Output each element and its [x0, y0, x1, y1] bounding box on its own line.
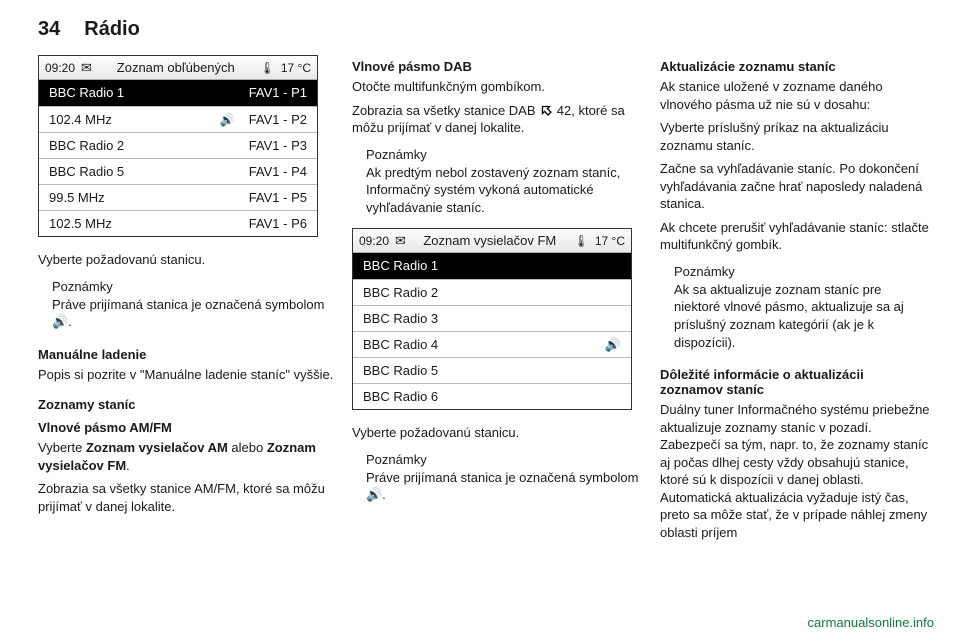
paragraph: Duálny tuner Informačného systému priebe…: [660, 401, 930, 541]
paragraph: Vyberte príslušný príkaz na aktualizáciu…: [660, 119, 930, 154]
list-item[interactable]: BBC Radio 1 FAV1 - P1: [39, 80, 317, 106]
channel-label: FAV1 - P4: [249, 159, 307, 185]
text-run: Vyberte: [38, 440, 86, 455]
mail-icon: ✉: [395, 233, 406, 249]
note-block: Poznámky Práve prijímaná stanica je ozna…: [352, 452, 642, 504]
subheading: Vlnové pásmo DAB: [352, 59, 642, 74]
paragraph: Zobrazia sa všetky stanice AM/FM, ktoré …: [38, 480, 334, 515]
channel-label: FAV1 - P5: [249, 185, 307, 211]
station-label: BBC Radio 6: [363, 384, 621, 410]
channel-label: FAV1 - P2: [249, 107, 307, 133]
note-body: Práve prijímaná stanica je označená symb…: [366, 469, 642, 504]
list-item[interactable]: BBC Radio 2 FAV1 - P3: [39, 132, 317, 158]
paragraph: Popis si pozrite v "Manuálne ladenie sta…: [38, 366, 334, 384]
note-block: Poznámky Ak predtým nebol zostavený zozn…: [352, 147, 642, 217]
column-1: 09:20 ✉ Zoznam obľúbených 🌡 17 °C BBC Ra…: [38, 55, 334, 551]
subheading: Vlnové pásmo AM/FM: [38, 420, 334, 435]
subheading: Dôležité informácie o aktualizácii zozna…: [660, 367, 930, 397]
note-heading: Poznámky: [366, 147, 642, 162]
list-item[interactable]: BBC Radio 5: [353, 357, 631, 383]
list-item[interactable]: 99.5 MHz FAV1 - P5: [39, 184, 317, 210]
page-header: 34 Rádio: [0, 0, 960, 55]
note-body: Práve prijímaná stanica je označená symb…: [52, 296, 334, 331]
status-temp: 17 °C: [595, 234, 625, 248]
screen-title: Zoznam obľúbených: [98, 60, 254, 75]
station-label: BBC Radio 5: [49, 159, 249, 185]
channel-label: FAV1 - P1: [249, 80, 307, 106]
subheading: Manuálne ladenie: [38, 347, 334, 362]
station-label: 102.5 MHz: [49, 211, 249, 237]
text-run: Zobrazia sa všetky stanice DAB: [352, 103, 539, 118]
speaker-icon: 🔊: [220, 107, 235, 133]
text-run: alebo: [228, 440, 267, 455]
paragraph: Začne sa vyhľadávanie staníc. Po dokonče…: [660, 160, 930, 213]
list-item[interactable]: 102.4 MHz 🔊 FAV1 - P2: [39, 106, 317, 132]
station-label: 102.4 MHz: [49, 107, 220, 133]
note-block: Poznámky Práve prijímaná stanica je ozna…: [38, 279, 334, 331]
favourites-screen: 09:20 ✉ Zoznam obľúbených 🌡 17 °C BBC Ra…: [38, 55, 318, 237]
note-heading: Poznámky: [674, 264, 930, 279]
station-label: BBC Radio 3: [363, 306, 621, 332]
channel-label: FAV1 - P3: [249, 133, 307, 159]
statusbar: 09:20 ✉ Zoznam vysielačov FM 🌡 17 °C: [353, 229, 631, 253]
station-label: 99.5 MHz: [49, 185, 249, 211]
note-body: Ak sa aktualizuje zoznam staníc pre niek…: [674, 281, 930, 351]
note-heading: Poznámky: [52, 279, 334, 294]
mail-icon: ✉: [81, 60, 92, 76]
channel-label: FAV1 - P6: [249, 211, 307, 237]
station-label: BBC Radio 4: [363, 332, 605, 358]
station-label: BBC Radio 1: [49, 80, 249, 106]
note-heading: Poznámky: [366, 452, 642, 467]
note-block: Poznámky Ak sa aktualizuje zoznam staníc…: [660, 264, 930, 351]
paragraph: Zobrazia sa všetky stanice DAB 42, ktoré…: [352, 102, 642, 137]
ref-number: 42: [557, 103, 571, 118]
thermometer-icon: 🌡: [574, 234, 589, 248]
fm-list-screen: 09:20 ✉ Zoznam vysielačov FM 🌡 17 °C BBC…: [352, 228, 632, 410]
column-2: Vlnové pásmo DAB Otočte multifunkčným go…: [352, 55, 642, 551]
station-label: BBC Radio 1: [363, 253, 621, 279]
paragraph: Vyberte Zoznam vysielačov AM alebo Zozna…: [38, 439, 334, 474]
paragraph: Ak stanice uložené v zozname daného vlno…: [660, 78, 930, 113]
status-time: 09:20: [45, 61, 75, 75]
paragraph: Vyberte požadovanú stanicu.: [38, 251, 334, 269]
list-item[interactable]: BBC Radio 4 🔊: [353, 331, 631, 357]
thermometer-icon: 🌡: [260, 61, 275, 75]
screen-title: Zoznam vysielačov FM: [412, 233, 568, 248]
statusbar: 09:20 ✉ Zoznam obľúbených 🌡 17 °C: [39, 56, 317, 80]
list-item[interactable]: BBC Radio 2: [353, 279, 631, 305]
station-label: BBC Radio 2: [363, 280, 621, 306]
link-icon: [539, 103, 553, 117]
list-item[interactable]: BBC Radio 5 FAV1 - P4: [39, 158, 317, 184]
page-title: Rádio: [84, 18, 140, 41]
column-3: Aktualizácie zoznamu staníc Ak stanice u…: [660, 55, 930, 551]
speaker-icon: 🔊: [605, 332, 621, 358]
note-body: Ak predtým nebol zostavený zoznam staníc…: [366, 164, 642, 217]
text-bold: Zoznam vysielačov AM: [86, 440, 228, 455]
content-columns: 09:20 ✉ Zoznam obľúbených 🌡 17 °C BBC Ra…: [0, 55, 960, 551]
list-item[interactable]: BBC Radio 1: [353, 253, 631, 279]
status-temp: 17 °C: [281, 61, 311, 75]
list-item[interactable]: 102.5 MHz FAV1 - P6: [39, 210, 317, 236]
text-run: .: [126, 458, 130, 473]
paragraph: Ak chcete prerušiť vyhľadávanie staníc: …: [660, 219, 930, 254]
subheading: Aktualizácie zoznamu staníc: [660, 59, 930, 74]
list-item[interactable]: BBC Radio 3: [353, 305, 631, 331]
footer-link[interactable]: carmanualsonline.info: [808, 615, 934, 630]
paragraph: Vyberte požadovanú stanicu.: [352, 424, 642, 442]
status-time: 09:20: [359, 234, 389, 248]
favourites-list: BBC Radio 1 FAV1 - P1 102.4 MHz 🔊 FAV1 -…: [39, 80, 317, 236]
list-item[interactable]: BBC Radio 6: [353, 383, 631, 409]
station-label: BBC Radio 2: [49, 133, 249, 159]
subheading: Zoznamy staníc: [38, 397, 334, 412]
fm-list: BBC Radio 1 BBC Radio 2 BBC Radio 3 BBC …: [353, 253, 631, 409]
paragraph: Otočte multifunkčným gombíkom.: [352, 78, 642, 96]
page-number: 34: [38, 18, 60, 41]
station-label: BBC Radio 5: [363, 358, 621, 384]
